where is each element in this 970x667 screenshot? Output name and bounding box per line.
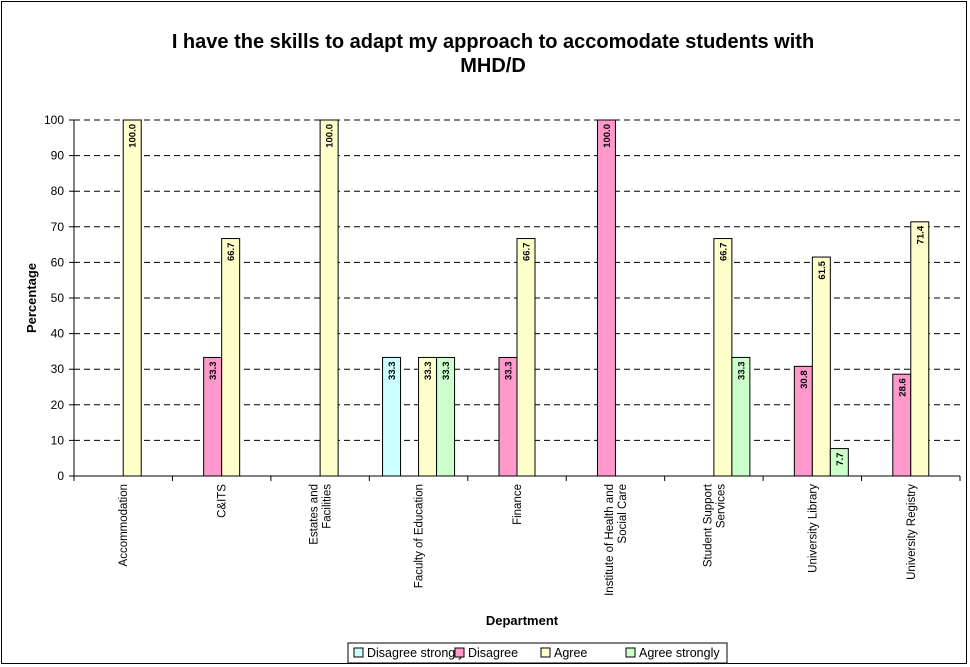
y-tick-label: 90 (51, 149, 65, 163)
x-category-label: Faculty of Education (414, 484, 426, 588)
data-label: 33.3 (387, 361, 398, 380)
x-category-label: Facilities (322, 484, 334, 529)
y-tick-label: 50 (51, 291, 65, 305)
x-category-label: C&ITS (217, 484, 229, 518)
bar (713, 238, 733, 477)
bar (221, 238, 241, 477)
legend-swatch (540, 647, 551, 658)
bar (382, 356, 402, 477)
bar (436, 356, 456, 477)
data-label: 61.5 (817, 260, 828, 279)
legend-swatch (625, 647, 636, 658)
x-category-label: Estates and (309, 484, 321, 545)
y-tick-label: 10 (51, 433, 65, 447)
x-category-label: Services (715, 484, 727, 528)
legend-label: Agree strongly (639, 646, 720, 660)
legend-label: Disagree (468, 646, 518, 660)
x-category-label: University Registry (906, 484, 918, 580)
y-tick-label: 0 (57, 469, 64, 483)
data-label: 66.7 (718, 243, 729, 262)
data-label: 100.0 (128, 124, 139, 148)
bar (516, 238, 536, 477)
legend-label: Disagree strongly (367, 646, 465, 660)
data-label: 30.8 (799, 370, 810, 389)
data-label: 33.3 (504, 361, 515, 380)
legend-label: Agree (554, 646, 587, 660)
bar (829, 448, 849, 477)
x-category-label: Social Care (617, 484, 629, 543)
y-tick-label: 100 (44, 113, 64, 127)
bar (910, 221, 930, 477)
legend-swatch (454, 647, 465, 658)
x-category-label: Accommodation (118, 484, 130, 566)
legend-swatch (353, 647, 364, 658)
data-label: 33.3 (208, 361, 219, 380)
y-tick-label: 60 (51, 255, 65, 269)
y-tick-label: 20 (51, 398, 65, 412)
data-label: 33.3 (441, 361, 452, 380)
y-tick-label: 40 (51, 327, 65, 341)
x-category-label: Institute of Health and (604, 484, 616, 596)
y-tick-label: 70 (51, 220, 65, 234)
data-label: 100.0 (602, 124, 613, 148)
y-tick-label: 80 (51, 184, 65, 198)
x-category-label: University Library (807, 484, 819, 573)
data-label: 71.4 (915, 225, 926, 244)
data-label: 33.3 (423, 361, 434, 380)
y-tick-label: 30 (51, 362, 65, 376)
x-category-label: Student Support (702, 483, 714, 567)
data-label: 33.3 (736, 361, 747, 380)
x-category-label: Finance (512, 484, 524, 525)
data-label: 7.7 (835, 453, 846, 466)
data-label: 66.7 (522, 243, 533, 262)
y-axis-title: Percentage (24, 263, 39, 333)
chart-title-line: I have the skills to adapt my approach t… (172, 31, 814, 53)
chart-title-line: MHD/D (460, 55, 526, 77)
bar (731, 356, 751, 477)
data-label: 66.7 (226, 243, 237, 262)
bar (122, 119, 142, 477)
data-label: 28.6 (897, 378, 908, 397)
x-axis-title: Department (486, 613, 559, 628)
bar (319, 119, 339, 477)
bar (596, 119, 616, 477)
data-label: 100.0 (325, 124, 336, 148)
bar (811, 256, 831, 477)
